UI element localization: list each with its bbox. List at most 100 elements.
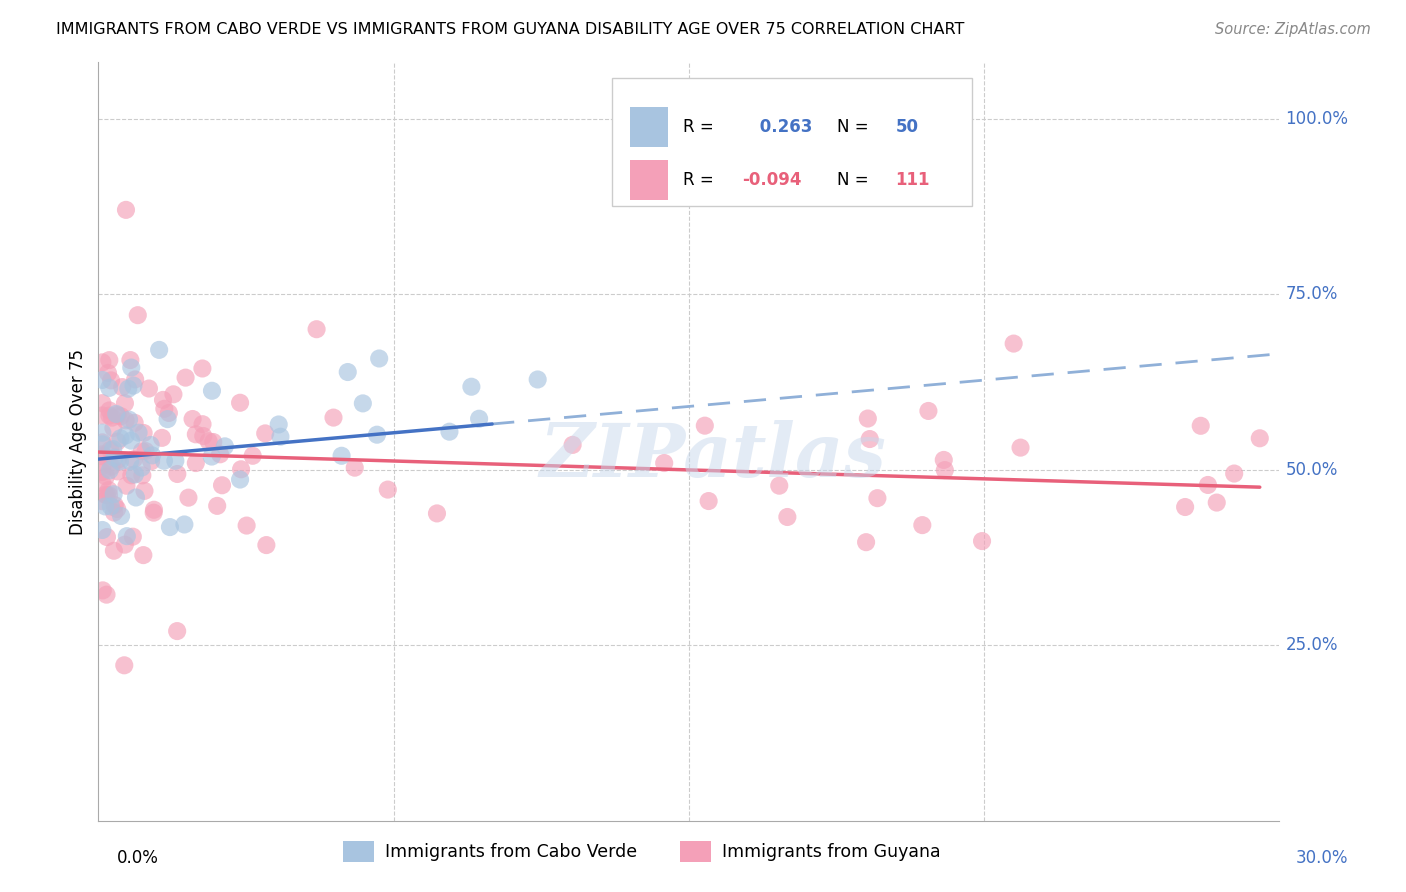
Point xyxy=(970,534,993,549)
Point xyxy=(96,530,118,544)
Point xyxy=(1174,500,1197,514)
Point xyxy=(103,543,125,558)
Point xyxy=(1002,336,1025,351)
Point xyxy=(229,462,252,476)
Point xyxy=(211,478,233,492)
Point xyxy=(150,431,173,445)
Point xyxy=(134,483,156,498)
Point xyxy=(121,530,143,544)
FancyBboxPatch shape xyxy=(630,107,668,146)
Point xyxy=(94,469,117,483)
Point xyxy=(111,380,134,394)
Point xyxy=(110,409,132,424)
Point xyxy=(426,507,449,521)
Point xyxy=(191,361,214,376)
Point xyxy=(934,463,956,477)
FancyBboxPatch shape xyxy=(630,161,668,200)
Point xyxy=(98,463,121,477)
Point xyxy=(693,418,716,433)
Point xyxy=(336,365,359,379)
Point xyxy=(115,479,138,493)
Point xyxy=(1249,431,1271,445)
Point xyxy=(229,473,252,487)
Text: R =: R = xyxy=(683,118,714,136)
Point xyxy=(1010,441,1032,455)
Point xyxy=(104,498,127,512)
Point xyxy=(561,438,583,452)
Point xyxy=(153,401,176,416)
Point xyxy=(100,500,122,514)
Point xyxy=(114,396,136,410)
Point xyxy=(139,438,162,452)
Point xyxy=(305,322,328,336)
Point xyxy=(201,384,224,398)
Point xyxy=(98,409,121,423)
Point xyxy=(91,523,114,537)
Point xyxy=(103,442,125,457)
Point xyxy=(110,431,132,445)
Point xyxy=(322,410,344,425)
Point xyxy=(118,412,141,426)
Point xyxy=(114,538,136,552)
Point xyxy=(343,460,366,475)
Point xyxy=(152,392,174,407)
Point xyxy=(439,425,461,439)
Point xyxy=(105,502,128,516)
Point xyxy=(91,425,114,440)
Point xyxy=(122,452,145,467)
Text: 25.0%: 25.0% xyxy=(1285,636,1339,654)
Point xyxy=(330,449,353,463)
Text: 30.0%: 30.0% xyxy=(1295,849,1348,867)
Point xyxy=(107,408,129,422)
Point xyxy=(214,439,236,453)
Point xyxy=(103,487,125,501)
Point xyxy=(254,426,277,441)
Point xyxy=(107,452,129,467)
Point xyxy=(174,370,197,384)
Text: N =: N = xyxy=(837,171,868,189)
Point xyxy=(132,548,155,562)
Point xyxy=(103,450,125,465)
Text: 111: 111 xyxy=(896,171,931,189)
Point xyxy=(120,434,142,448)
Point xyxy=(96,588,118,602)
Point xyxy=(143,502,166,516)
Point xyxy=(114,413,136,427)
Point xyxy=(105,434,128,449)
Point xyxy=(101,410,124,425)
Text: R =: R = xyxy=(683,171,714,189)
Point xyxy=(368,351,391,366)
Point xyxy=(162,387,184,401)
Point xyxy=(1205,495,1227,509)
Point xyxy=(184,427,207,442)
Point xyxy=(366,427,388,442)
Text: IMMIGRANTS FROM CABO VERDE VS IMMIGRANTS FROM GUYANA DISABILITY AGE OVER 75 CORR: IMMIGRANTS FROM CABO VERDE VS IMMIGRANTS… xyxy=(56,22,965,37)
Point xyxy=(91,435,114,450)
Point xyxy=(132,425,155,440)
Point xyxy=(91,447,114,461)
Point xyxy=(135,444,157,458)
Point xyxy=(138,382,160,396)
Point xyxy=(108,454,131,468)
Point xyxy=(131,444,153,458)
Text: N =: N = xyxy=(837,118,868,136)
Point xyxy=(139,454,162,468)
Point xyxy=(103,421,125,435)
Text: Source: ZipAtlas.com: Source: ZipAtlas.com xyxy=(1215,22,1371,37)
Point xyxy=(159,520,181,534)
Point xyxy=(526,372,548,386)
Point xyxy=(98,403,121,417)
Point xyxy=(866,491,889,505)
Point xyxy=(201,450,224,464)
Point xyxy=(115,529,138,543)
Point xyxy=(205,499,228,513)
Point xyxy=(124,467,146,482)
Point xyxy=(115,202,138,217)
Point xyxy=(1197,478,1219,492)
Point xyxy=(165,454,187,468)
Point xyxy=(352,396,374,410)
Point xyxy=(103,506,125,520)
Point xyxy=(142,506,165,520)
Point xyxy=(124,416,146,430)
Point xyxy=(125,491,148,505)
